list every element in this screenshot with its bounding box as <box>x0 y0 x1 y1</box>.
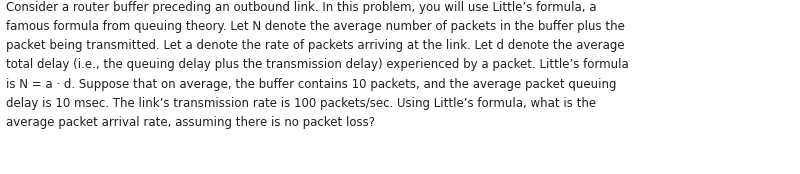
Text: Consider a router buffer preceding an outbound link. In this problem, you will u: Consider a router buffer preceding an ou… <box>6 1 629 129</box>
